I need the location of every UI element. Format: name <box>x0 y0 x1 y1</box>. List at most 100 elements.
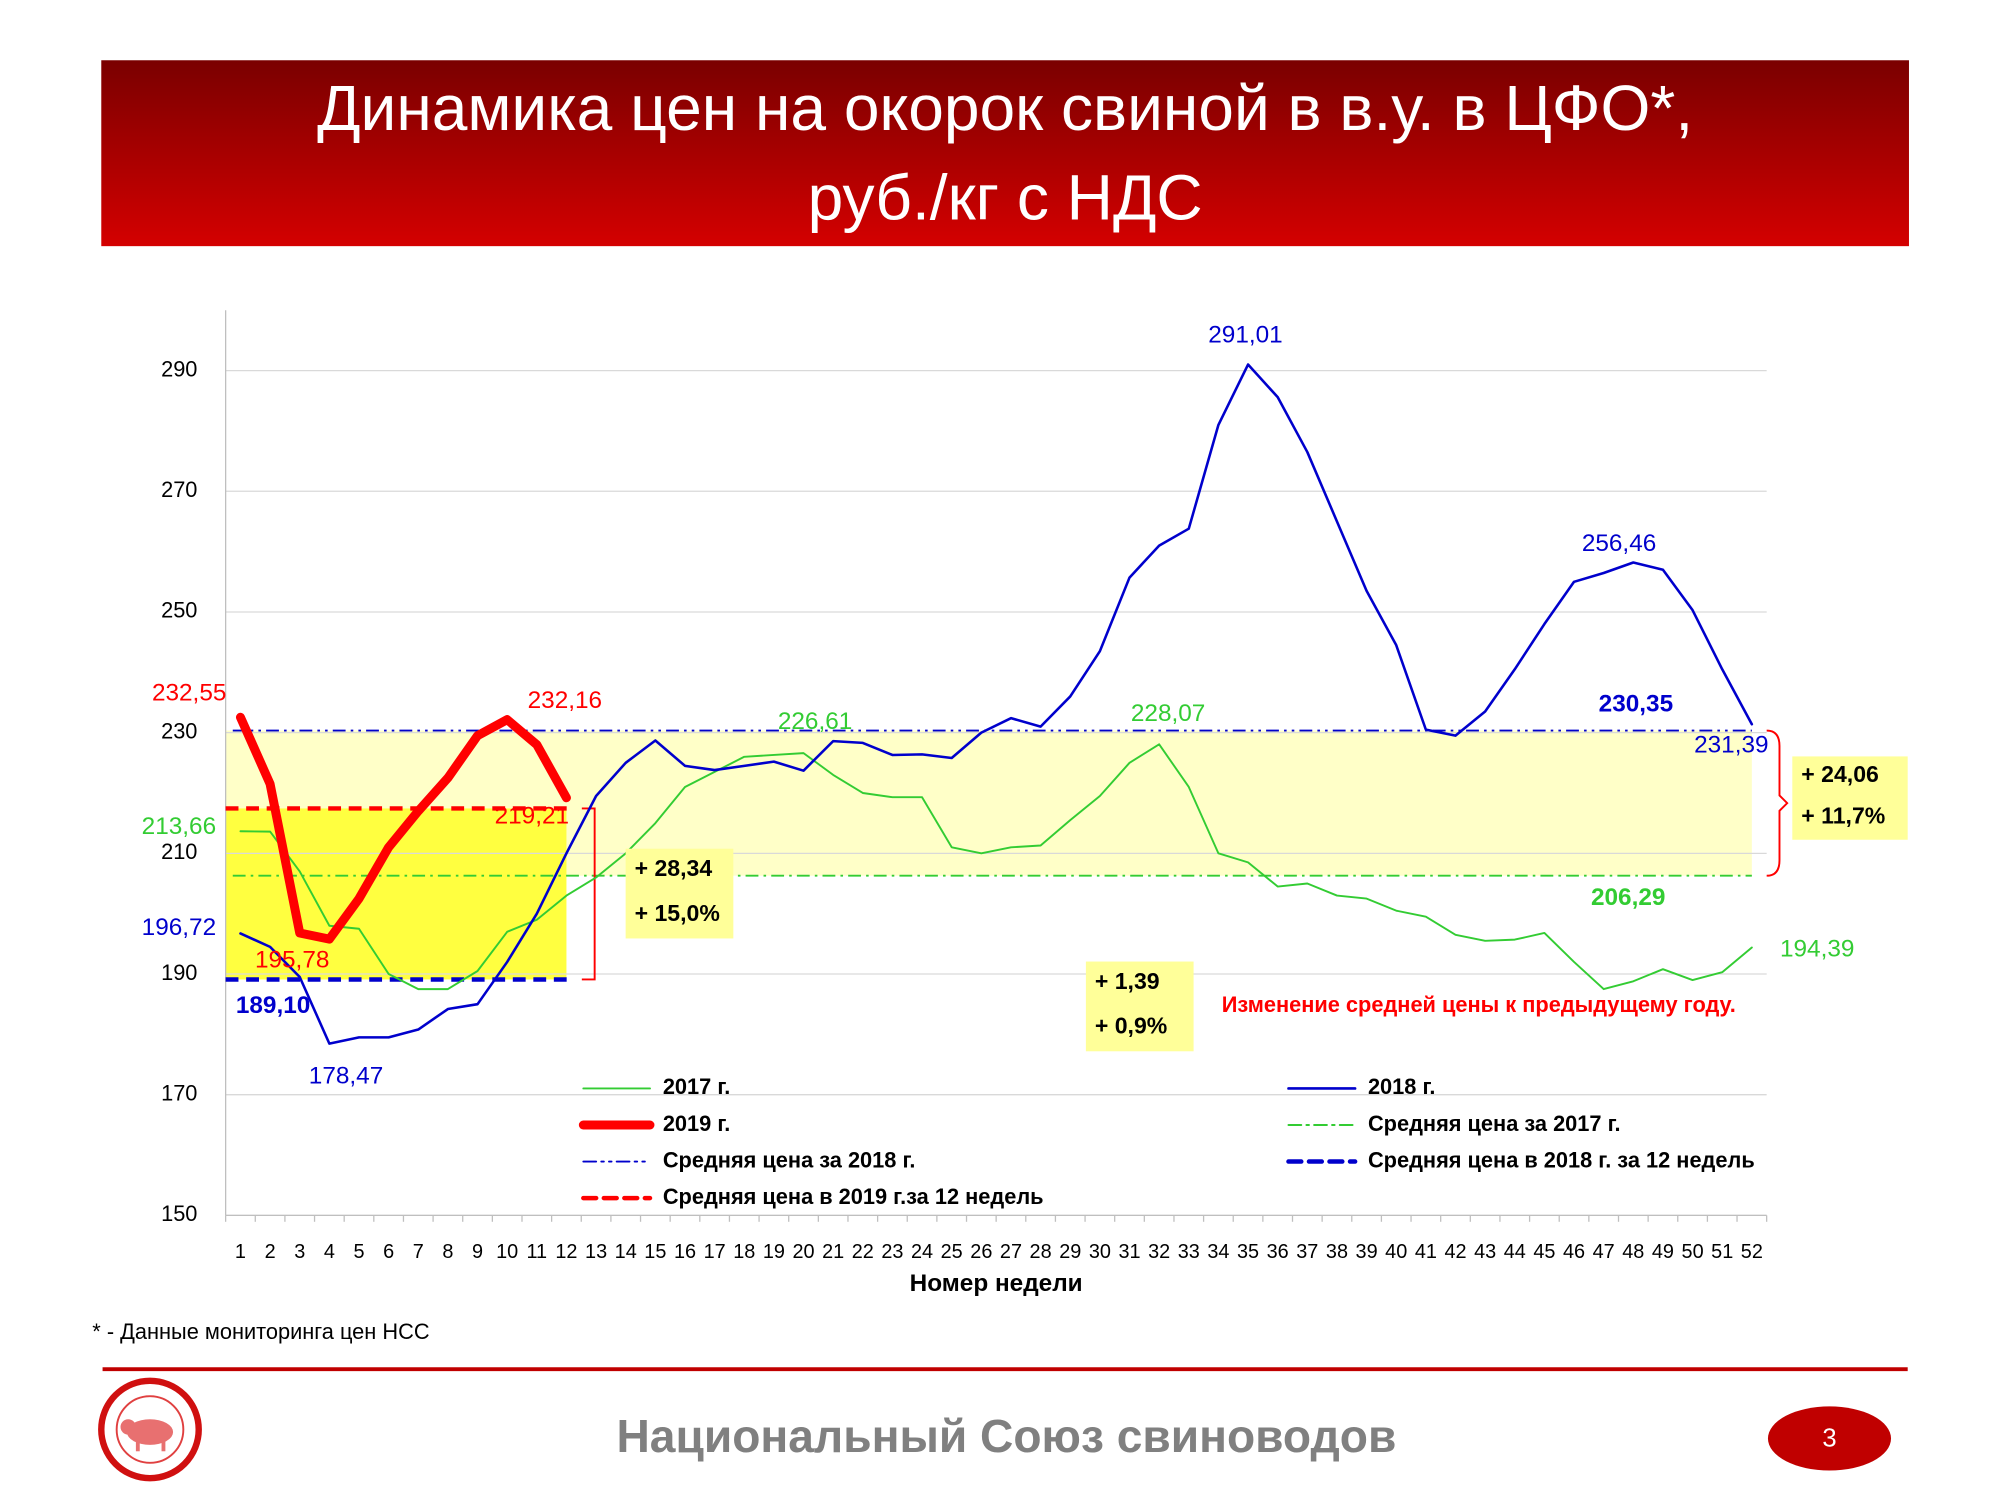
x-tick-label: 8 <box>442 1241 453 1263</box>
data-label: 228,07 <box>1131 700 1205 727</box>
x-tick-label: 34 <box>1207 1241 1229 1263</box>
data-label: 219,21 <box>495 802 569 829</box>
x-tick-label: 12 <box>555 1241 577 1263</box>
y-tick-label: 270 <box>161 477 197 502</box>
logo <box>98 1377 202 1482</box>
data-label: 196,72 <box>142 914 216 941</box>
reference-label: 206,29 <box>1591 884 1665 911</box>
x-tick-label: 3 <box>294 1241 305 1263</box>
y-tick-label: 210 <box>161 839 197 864</box>
x-tick-label: 46 <box>1563 1241 1585 1263</box>
x-axis-title: Номер недели <box>910 1270 1083 1297</box>
page-badge <box>1767 1406 1892 1471</box>
x-tick-label: 5 <box>353 1241 364 1263</box>
annotation-box <box>625 848 734 939</box>
x-tick-label: 13 <box>585 1241 607 1263</box>
x-tick-label: 28 <box>1030 1241 1052 1263</box>
data-label: 213,66 <box>142 813 216 840</box>
series-line <box>239 743 1753 991</box>
x-tick-label: 19 <box>763 1241 785 1263</box>
x-tick-label: 10 <box>496 1241 518 1263</box>
x-tick-label: 22 <box>852 1241 874 1263</box>
annotation-text: + 1,39 <box>1095 968 1160 994</box>
footer-organization: Национальный Союз свиноводов <box>616 1410 1396 1462</box>
x-tick-label: 38 <box>1326 1241 1348 1263</box>
title-banner <box>101 60 1909 247</box>
x-tick-label: 36 <box>1267 1241 1289 1263</box>
x-tick-label: 23 <box>881 1241 903 1263</box>
x-tick-label: 32 <box>1148 1241 1170 1263</box>
annotation-text: + 15,0% <box>635 900 720 926</box>
annotation-box <box>1792 756 1908 840</box>
x-tick-label: 50 <box>1682 1241 1704 1263</box>
data-label: 291,01 <box>1208 322 1282 349</box>
data-label: 178,47 <box>309 1062 383 1089</box>
legend-label: 2017 г. <box>663 1074 730 1099</box>
x-tick-label: 39 <box>1356 1241 1378 1263</box>
x-tick-label: 20 <box>792 1241 814 1263</box>
data-label: 194,39 <box>1780 936 1854 963</box>
x-tick-label: 6 <box>383 1241 394 1263</box>
x-tick-label: 16 <box>674 1241 696 1263</box>
x-tick-label: 51 <box>1711 1241 1733 1263</box>
x-tick-label: 37 <box>1296 1241 1318 1263</box>
annotation-box <box>1085 961 1194 1052</box>
x-tick-label: 4 <box>324 1241 335 1263</box>
y-tick-label: 230 <box>161 718 197 743</box>
legend-label: Средняя цена за 2017 г. <box>1368 1111 1621 1136</box>
footnote: * - Данные мониторинга цен НСС <box>92 1319 429 1344</box>
x-tick-label: 48 <box>1622 1241 1644 1263</box>
data-label: 231,39 <box>1694 731 1768 758</box>
legend-label: Средняя цена в 2018 г. за 12 недель <box>1368 1147 1755 1172</box>
x-tick-label: 43 <box>1474 1241 1496 1263</box>
x-tick-label: 21 <box>822 1241 844 1263</box>
y-tick-label: 290 <box>161 356 197 381</box>
x-tick-label: 7 <box>413 1241 424 1263</box>
x-tick-label: 33 <box>1178 1241 1200 1263</box>
x-tick-label: 44 <box>1504 1241 1526 1263</box>
data-label: 232,16 <box>528 687 602 714</box>
annotation-text: + 11,7% <box>1801 803 1885 829</box>
data-label: 195,78 <box>255 946 329 973</box>
annotation-text: + 24,06 <box>1801 761 1879 787</box>
data-label: 256,46 <box>1582 530 1656 557</box>
legend-label: 2018 г. <box>1368 1074 1435 1099</box>
annotation-text: + 28,34 <box>635 855 713 881</box>
annotation-text: + 0,9% <box>1095 1013 1167 1039</box>
x-tick-label: 1 <box>235 1241 246 1263</box>
x-tick-label: 2 <box>265 1241 276 1263</box>
chart-title: Динамика цен на окорок свиной в в.у. в Ц… <box>317 72 1693 144</box>
data-label: 226,61 <box>778 708 852 735</box>
reference-label: 230,35 <box>1599 691 1673 718</box>
page-number: 3 <box>1822 1425 1836 1453</box>
data-label: 232,55 <box>152 680 226 707</box>
x-tick-label: 26 <box>970 1241 992 1263</box>
x-tick-label: 14 <box>615 1241 637 1263</box>
reference-label: 189,10 <box>236 992 310 1019</box>
x-tick-label: 45 <box>1533 1241 1555 1263</box>
x-tick-label: 31 <box>1118 1241 1140 1263</box>
note: Изменение средней цены к предыдущему год… <box>1222 992 1736 1017</box>
y-tick-label: 190 <box>161 960 197 985</box>
y-tick-label: 150 <box>161 1201 197 1226</box>
legend-label: 2019 г. <box>663 1111 730 1136</box>
x-tick-label: 27 <box>1000 1241 1022 1263</box>
x-tick-label: 42 <box>1444 1241 1466 1263</box>
x-tick-label: 52 <box>1741 1241 1763 1263</box>
x-tick-label: 18 <box>733 1241 755 1263</box>
x-tick-label: 11 <box>526 1241 547 1263</box>
x-tick-label: 25 <box>941 1241 963 1263</box>
x-tick-label: 17 <box>704 1241 726 1263</box>
x-tick-label: 9 <box>472 1241 483 1263</box>
y-tick-label: 170 <box>161 1080 197 1105</box>
x-tick-label: 35 <box>1237 1241 1259 1263</box>
x-tick-label: 40 <box>1385 1241 1407 1263</box>
x-tick-label: 47 <box>1593 1241 1615 1263</box>
series-line <box>239 363 1754 1045</box>
x-tick-label: 29 <box>1059 1241 1081 1263</box>
x-tick-label: 41 <box>1415 1241 1437 1263</box>
y-tick-label: 250 <box>161 598 197 623</box>
